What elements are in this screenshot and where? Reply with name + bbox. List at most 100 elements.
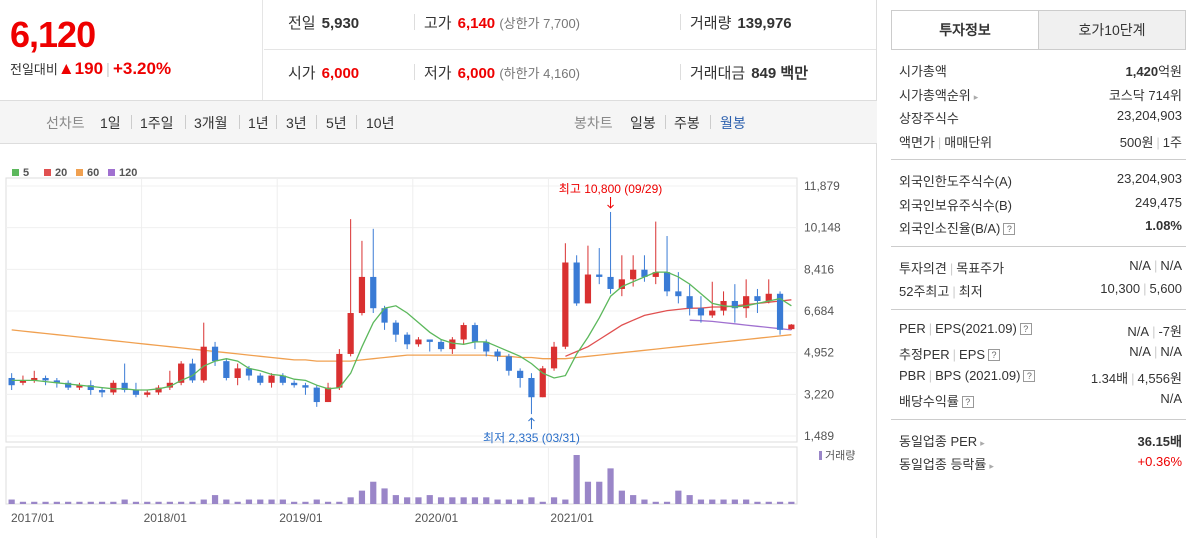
info-row: 외국인보유주식수(B) 249,475 bbox=[891, 191, 1186, 215]
volume-bar bbox=[313, 499, 320, 504]
volume-bar bbox=[279, 499, 286, 504]
info-row[interactable]: 동일업종 등락률 ▸ +0.36% bbox=[891, 450, 1186, 474]
info-key: 외국인소진율(B/A)? bbox=[899, 218, 1016, 237]
volume-bar bbox=[607, 468, 614, 504]
period-monthly[interactable]: 월봉 bbox=[720, 115, 746, 131]
candle-body bbox=[370, 276, 377, 309]
info-section-opinion: 투자의견 | 목표주가 N/A | N/A 52주최고 | 최저 10,300 | 5,600 bbox=[891, 247, 1186, 310]
volume-bar bbox=[291, 501, 298, 504]
volume-legend-label: 거래량 bbox=[825, 449, 855, 462]
info-value: 23,204,903 bbox=[1116, 171, 1182, 186]
volume-bar bbox=[19, 501, 27, 504]
change-value: 190 bbox=[74, 59, 104, 78]
help-icon[interactable]: ? bbox=[988, 349, 1001, 361]
volume-bar bbox=[596, 481, 603, 504]
low-price: 저가 6,000 (하한가 4,160) bbox=[424, 65, 581, 82]
info-row[interactable]: 동일업종 PER ▸ 36.15배 bbox=[891, 427, 1186, 451]
volume-frame bbox=[5, 446, 798, 505]
candle-body bbox=[776, 293, 784, 330]
y-tick-label: 3,220 bbox=[804, 387, 834, 401]
candle-body bbox=[110, 382, 117, 393]
period-3y[interactable]: 3년 bbox=[286, 115, 307, 131]
info-value: 249,475 bbox=[1135, 194, 1182, 210]
volume-bar bbox=[31, 501, 38, 504]
line-chart-label: 선차트 bbox=[46, 115, 85, 131]
candle-body bbox=[257, 375, 264, 383]
volume-bar bbox=[528, 497, 535, 504]
arrow-right-icon: ▸ bbox=[989, 461, 994, 471]
volume-bar bbox=[8, 499, 15, 504]
min-arrow-icon bbox=[528, 417, 535, 430]
volume-bar bbox=[618, 490, 625, 504]
volume-bar bbox=[788, 501, 795, 504]
volume-bar bbox=[437, 497, 445, 504]
info-value: 500원 | 1주 bbox=[1119, 134, 1182, 150]
ma120-line bbox=[689, 319, 792, 331]
candle-body bbox=[765, 293, 772, 301]
ma5-line bbox=[11, 271, 792, 391]
tab-orderbook[interactable]: 호가10단계 bbox=[1038, 10, 1186, 50]
volume-bar bbox=[483, 497, 490, 504]
tab-invest-info[interactable]: 투자정보 bbox=[891, 10, 1039, 50]
help-icon[interactable]: ? bbox=[1019, 322, 1032, 335]
candle-body bbox=[528, 377, 535, 398]
divider: | bbox=[106, 61, 110, 78]
info-row[interactable]: 시가총액순위 ▸ 코스닥 714위 bbox=[891, 81, 1186, 105]
divider bbox=[185, 115, 186, 129]
period-daily[interactable]: 일봉 bbox=[630, 115, 656, 131]
candle-body bbox=[437, 341, 445, 350]
volume-bar bbox=[392, 495, 399, 504]
candle-body bbox=[596, 274, 603, 277]
info-key: 외국인보유주식수(B) bbox=[899, 197, 1013, 213]
period-1y[interactable]: 1년 bbox=[248, 115, 269, 131]
volume-bar bbox=[720, 499, 727, 504]
candle-body bbox=[550, 346, 558, 369]
volume-bar bbox=[765, 501, 772, 504]
period-10y[interactable]: 10년 bbox=[366, 115, 395, 131]
volume-bar bbox=[302, 501, 309, 504]
period-weekly[interactable]: 주봉 bbox=[674, 115, 700, 131]
period-3m[interactable]: 3개월 bbox=[194, 115, 228, 131]
price-change: 전일대비▲190 | +3.20% bbox=[10, 59, 171, 79]
candle-body bbox=[178, 363, 185, 383]
help-icon[interactable]: ? bbox=[961, 396, 974, 408]
volume-bar bbox=[87, 501, 94, 504]
info-row: 투자의견 | 목표주가 N/A | N/A bbox=[891, 254, 1186, 278]
candle-body bbox=[607, 276, 614, 289]
candle-body bbox=[404, 334, 411, 345]
period-5y[interactable]: 5년 bbox=[326, 115, 347, 131]
period-1d[interactable]: 1일 bbox=[100, 115, 121, 131]
volume-bar bbox=[517, 499, 524, 504]
candle-body bbox=[245, 368, 253, 376]
divider bbox=[239, 115, 240, 129]
volume-bar bbox=[257, 499, 264, 504]
volume-bar bbox=[663, 501, 671, 504]
candle-body bbox=[223, 361, 230, 378]
candle-body bbox=[675, 291, 682, 297]
arrow-right-icon: ▸ bbox=[980, 437, 985, 448]
volume-bar bbox=[686, 495, 693, 504]
volume-bar bbox=[743, 499, 750, 504]
info-value: N/A bbox=[1160, 391, 1182, 406]
candle-body bbox=[291, 382, 298, 386]
info-key: PBR | BPS (2021.09)? bbox=[899, 368, 1036, 383]
volume-bar bbox=[234, 501, 241, 504]
info-value: 1.08% bbox=[1145, 218, 1182, 233]
info-row: 외국인한도주식수(A) 23,204,903 bbox=[891, 167, 1186, 191]
candle-body bbox=[743, 296, 750, 309]
info-row: PBR | BPS (2021.09)? 1.34배 | 4,556원 bbox=[891, 364, 1186, 388]
help-icon[interactable]: ? bbox=[1023, 369, 1036, 382]
candle-body bbox=[98, 390, 106, 393]
candle-body bbox=[87, 385, 94, 391]
candle-body bbox=[663, 272, 671, 292]
candle-body bbox=[166, 382, 173, 388]
x-tick-label: 2019/01 bbox=[279, 511, 323, 525]
candle-body bbox=[19, 380, 27, 383]
candle-body bbox=[562, 262, 569, 347]
help-icon[interactable]: ? bbox=[1003, 223, 1016, 235]
info-key: 52주최고 | 최저 bbox=[899, 284, 983, 299]
volume-bar bbox=[370, 481, 377, 504]
legend-label: 60 bbox=[87, 167, 99, 179]
period-1w[interactable]: 1주일 bbox=[140, 115, 174, 131]
info-row: 액면가 | 매매단위 500원 | 1주 bbox=[891, 128, 1186, 152]
